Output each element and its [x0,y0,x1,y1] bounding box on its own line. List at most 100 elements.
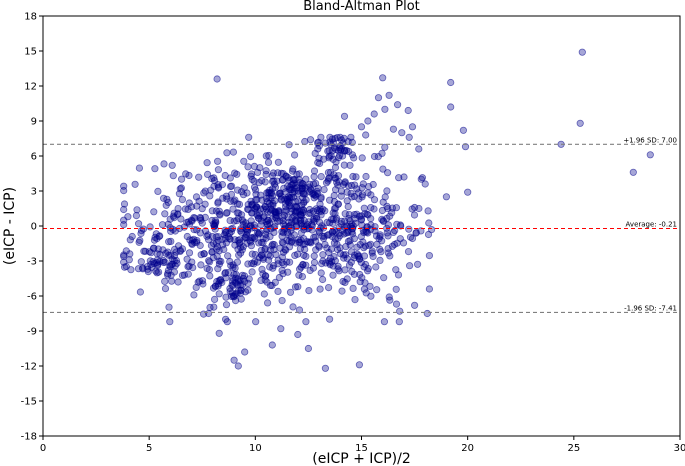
data-point [358,274,366,282]
data-point [357,123,366,131]
data-point [206,272,214,280]
data-point [181,205,189,213]
data-point [646,151,654,159]
data-point [319,234,328,242]
data-point [196,241,204,250]
data-point [242,234,250,242]
data-point [173,259,181,267]
data-point [168,277,176,285]
data-point [355,195,363,203]
data-point [281,199,290,207]
data-point [133,206,141,214]
data-point [324,147,332,155]
data-point [367,292,375,300]
data-point [214,183,222,191]
data-point [343,255,351,263]
data-point [337,146,345,154]
data-point [290,231,298,239]
data-point [208,248,216,256]
data-point [253,211,261,219]
data-point [343,197,351,205]
data-point [294,283,302,291]
data-point [220,245,228,254]
data-point [261,203,270,211]
x-tick-label: 15 [355,443,368,454]
data-point [338,287,346,295]
data-point [247,217,255,225]
x-tick-label: 5 [146,443,152,454]
data-point [310,214,319,222]
data-point [353,185,361,193]
y-tick-label: -6 [27,292,37,303]
data-point [222,315,230,323]
data-point [398,129,406,137]
data-point [234,286,243,294]
data-point [334,262,342,270]
data-point [184,205,192,213]
data-point [396,307,404,315]
data-point [182,170,190,178]
data-point [424,207,432,215]
data-point [370,110,378,118]
data-point [244,201,252,209]
data-point [326,261,334,269]
data-point [383,187,391,195]
data-point [195,197,203,205]
y-tick-label: 15 [24,47,37,58]
data-point [371,227,379,235]
x-tick-label: 20 [461,443,474,454]
data-point [230,293,238,301]
data-point [293,203,301,211]
data-point [378,206,386,215]
data-point [351,295,359,304]
data-point [262,152,270,160]
data-point [370,196,379,204]
data-point [316,285,324,293]
data-point [232,279,240,287]
data-point [378,215,386,223]
data-point [229,263,237,271]
data-point [166,263,174,271]
data-point [230,217,238,225]
data-point [165,251,173,259]
y-tick-label: 6 [31,152,37,163]
data-point [317,173,325,181]
data-point [195,173,203,181]
data-point [295,170,303,178]
data-point [271,208,279,216]
data-point [376,256,384,264]
data-point [287,193,296,201]
data-point [244,279,252,287]
data-point [226,182,235,191]
data-point [234,186,242,194]
data-point [153,256,161,264]
data-point [222,239,230,247]
data-point [385,293,393,301]
data-point [259,254,267,262]
data-point [317,269,325,277]
data-point [250,162,258,170]
data-point [150,208,158,216]
data-point [183,232,191,241]
data-point [349,284,357,292]
data-point [289,165,297,173]
data-point [262,218,270,226]
data-point [212,239,220,247]
data-point [388,242,396,250]
data-point [154,245,162,253]
x-tick-label: 30 [674,443,685,454]
data-point [297,211,305,219]
data-point [288,224,296,232]
data-point [247,242,255,250]
data-point [289,303,297,311]
data-point [340,112,349,120]
data-point [404,248,413,256]
data-point [302,318,310,326]
data-point [248,209,256,217]
data-point [154,187,162,195]
data-point [252,186,260,194]
data-point [355,361,363,369]
data-point [176,185,184,193]
data-point [270,224,278,232]
data-point [270,246,278,254]
